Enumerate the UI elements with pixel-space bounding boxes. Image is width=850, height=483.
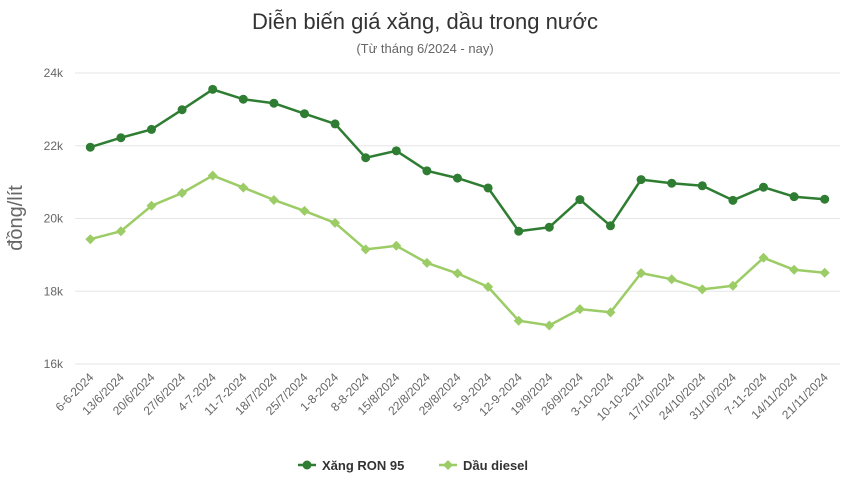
data-point[interactable]	[513, 315, 524, 326]
data-point[interactable]	[759, 182, 768, 192]
data-point[interactable]	[819, 267, 830, 278]
data-point[interactable]	[115, 226, 126, 237]
data-point[interactable]	[147, 124, 156, 134]
data-point[interactable]	[391, 146, 401, 156]
data-point[interactable]	[666, 274, 677, 285]
data-point[interactable]	[605, 307, 616, 318]
data-point[interactable]	[268, 194, 279, 205]
y-tick-label: 16k	[44, 357, 64, 371]
data-point[interactable]	[667, 178, 677, 188]
chart-title: Diễn biến giá xăng, dầu trong nước	[252, 9, 598, 34]
data-point[interactable]	[299, 205, 310, 216]
data-point[interactable]	[300, 109, 309, 119]
gridlines	[75, 72, 840, 365]
data-point[interactable]	[85, 234, 96, 245]
data-point[interactable]	[483, 183, 493, 193]
data-point[interactable]	[514, 226, 524, 236]
series-line	[89, 88, 825, 233]
data-point[interactable]	[146, 200, 157, 211]
y-tick-label: 22k	[44, 139, 64, 153]
data-point[interactable]	[238, 94, 248, 104]
data-point[interactable]	[269, 98, 279, 108]
data-point[interactable]	[697, 181, 707, 191]
y-tick-label: 20k	[44, 212, 64, 226]
data-point[interactable]	[728, 195, 738, 205]
data-point[interactable]	[544, 320, 555, 331]
data-point[interactable]	[789, 192, 799, 202]
chart-subtitle: (Từ tháng 6/2024 - nay)	[356, 41, 493, 56]
x-axis-ticks: 6-6-202413/6/202420/6/202427/6/20244-7-2…	[53, 370, 832, 424]
data-point[interactable]	[789, 264, 800, 275]
data-point[interactable]	[483, 281, 494, 292]
legend-item[interactable]: Xăng RON 95	[298, 458, 404, 473]
data-point[interactable]	[820, 194, 830, 204]
legend-label: Xăng RON 95	[322, 458, 404, 473]
y-tick-label: 24k	[44, 66, 64, 80]
data-point[interactable]	[422, 166, 432, 176]
data-point[interactable]	[574, 304, 585, 315]
data-point[interactable]	[697, 284, 708, 295]
y-axis-label: đồng/lít	[5, 185, 27, 251]
legend-item[interactable]: Dầu diesel	[439, 458, 528, 473]
data-point[interactable]	[575, 195, 585, 205]
data-point[interactable]	[727, 280, 738, 291]
data-point[interactable]	[421, 257, 432, 268]
data-point[interactable]	[391, 240, 402, 251]
data-point[interactable]	[330, 217, 341, 228]
data-point[interactable]	[208, 84, 218, 94]
series-group	[85, 84, 830, 331]
series-line	[89, 174, 825, 327]
data-point[interactable]	[606, 221, 615, 231]
data-point[interactable]	[85, 142, 95, 152]
y-axis-ticks: 16k 18k 20k 22k 24k	[44, 66, 64, 371]
data-point[interactable]	[361, 153, 371, 163]
data-point[interactable]	[177, 188, 188, 199]
data-point[interactable]	[544, 222, 554, 232]
data-point[interactable]	[453, 173, 462, 183]
data-point[interactable]	[330, 119, 340, 129]
y-tick-label: 18k	[44, 284, 64, 298]
series-ron95	[85, 84, 830, 236]
legend: Xăng RON 95 Dầu diesel	[298, 458, 528, 473]
series-diesel	[85, 170, 830, 331]
legend-marker	[302, 460, 312, 470]
legend-marker	[443, 460, 453, 470]
data-point[interactable]	[636, 268, 647, 279]
data-point[interactable]	[177, 105, 187, 115]
data-point[interactable]	[238, 182, 249, 193]
data-point[interactable]	[116, 133, 126, 143]
data-point[interactable]	[452, 268, 463, 279]
data-point[interactable]	[636, 175, 646, 185]
legend-label: Dầu diesel	[463, 458, 528, 473]
data-point[interactable]	[360, 244, 371, 255]
data-point[interactable]	[758, 252, 769, 263]
data-point[interactable]	[207, 170, 218, 181]
